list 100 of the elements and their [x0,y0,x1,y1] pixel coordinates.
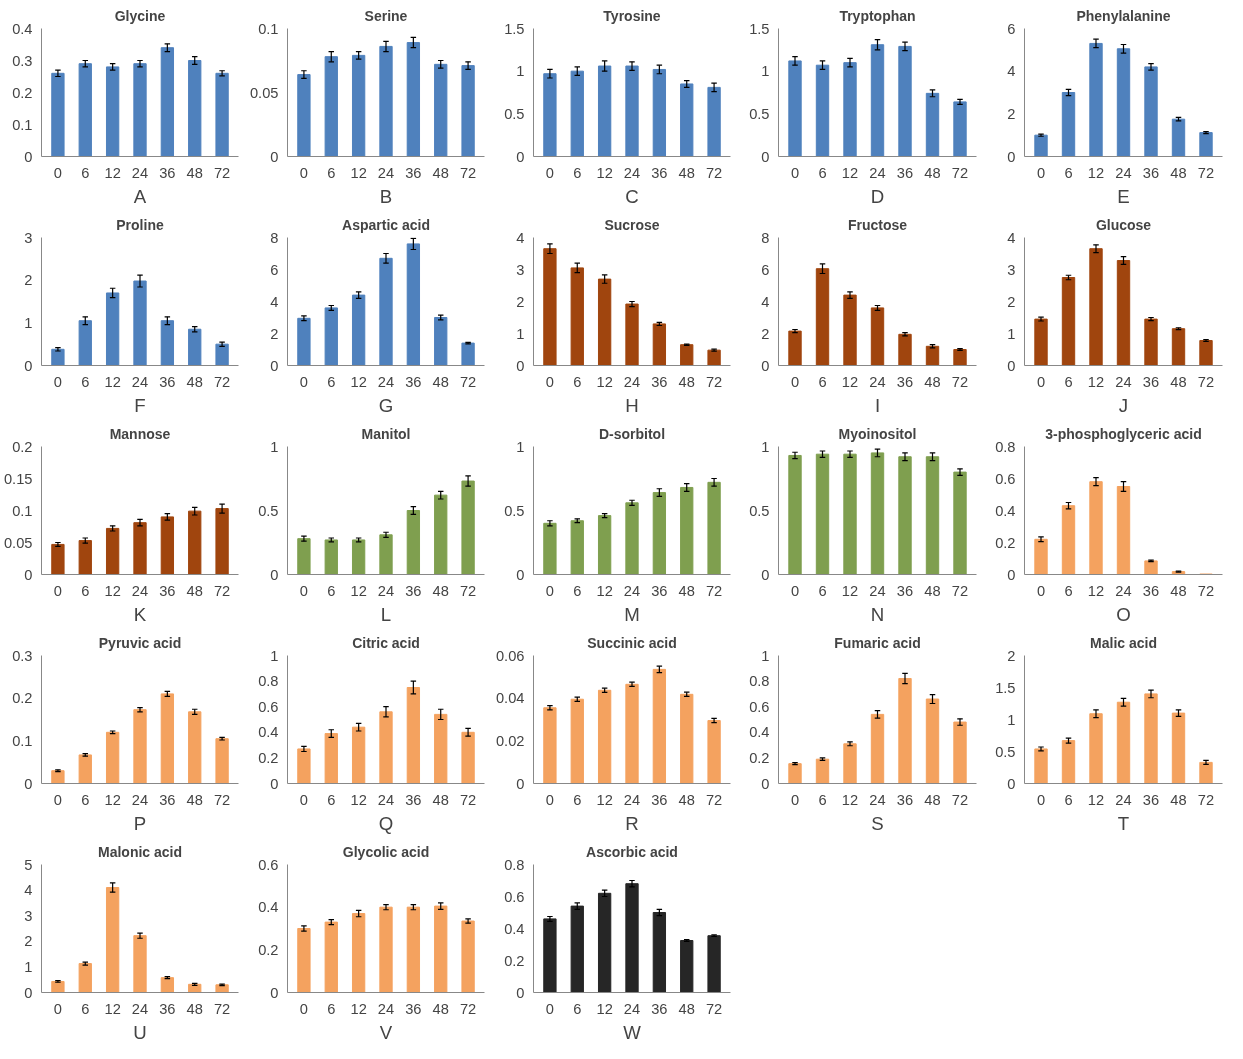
chart-title: Fructose [847,216,908,233]
x-tick-label: 72 [213,164,231,181]
x-tick-label: 24 [1115,582,1132,599]
x-tick-label: 36 [1142,373,1160,390]
y-tick-label: 0.5 [504,105,525,122]
chart-title: Glycine [114,7,166,24]
x-tick-label: 36 [896,582,914,599]
y-tick-label: 2 [761,325,770,342]
x-tick-label: 36 [405,582,422,599]
y-tick-label: 0.6 [258,856,279,873]
y-tick-label: 0 [1007,357,1016,374]
x-tick-label: 72 [459,164,477,181]
y-tick-label: 0 [761,566,770,583]
x-tick-label: 12 [596,373,613,390]
x-tick-label: 48 [1170,164,1187,181]
x-tick-label: 0 [545,164,554,181]
x-tick-label: 0 [545,582,554,599]
y-tick-label: 0.4 [12,20,33,37]
x-tick-label: 48 [186,582,203,599]
y-tick-label: 0.3 [12,52,33,69]
x-tick-label: 48 [678,582,695,599]
x-tick-label: 48 [924,582,941,599]
x-tick-label: 48 [432,791,449,808]
x-tick-label: 48 [1170,582,1187,599]
x-tick-label: 12 [841,373,859,390]
y-tick-label: 0.4 [258,724,279,741]
x-axis-title: N [870,603,885,625]
x-tick-label: 12 [1087,791,1105,808]
x-tick-label: 72 [213,791,231,808]
x-tick-label: 48 [924,164,941,181]
y-tick-label: 1 [1007,711,1016,728]
chart-title: Aspartic acid [342,216,430,233]
x-tick-label: 12 [104,164,121,181]
chart-title: Tyrosine [603,7,661,24]
x-axis-title: S [871,812,884,834]
x-tick-label: 36 [651,791,668,808]
y-tick-label: 0.6 [504,888,525,905]
y-tick-label: 0 [761,357,770,374]
x-tick-label: 48 [1170,373,1187,390]
chart-title: Pyruvic acid [98,634,182,651]
x-tick-label: 36 [159,373,176,390]
y-tick-label: 4 [761,293,770,310]
x-tick-label: 36 [159,1000,176,1017]
y-tick-label: 0 [270,357,279,374]
x-tick-label: 36 [651,373,668,390]
y-tick-label: 1.5 [504,20,525,37]
chart-title: 3-phosphoglyceric acid [1045,425,1202,442]
x-tick-label: 48 [678,1000,695,1017]
chart-title: D-sorbitol [598,425,666,442]
x-tick-label: 24 [377,373,395,390]
x-tick-label: 36 [651,582,668,599]
y-tick-label: 1 [1007,325,1016,342]
y-tick-label: 0.2 [12,690,33,707]
chart-title: Phenylalanine [1076,7,1171,24]
chart-title: Manitol [361,425,411,442]
y-tick-label: 0 [516,775,525,792]
y-tick-label: 1 [24,314,33,331]
x-axis-title: I [874,394,881,416]
y-tick-label: 6 [1007,20,1016,37]
y-tick-label: 0.6 [749,698,770,715]
y-tick-label: 0 [516,357,525,374]
x-tick-label: 6 [81,1000,90,1017]
x-axis-title: O [1116,603,1131,625]
y-tick-label: 3 [24,229,33,246]
x-tick-label: 24 [377,582,395,599]
x-tick-label: 24 [377,1000,395,1017]
x-tick-label: 6 [573,1000,582,1017]
y-tick-label: 0.2 [12,84,33,101]
y-tick-label: 2 [516,293,525,310]
y-tick-label: 0.2 [258,749,279,766]
y-tick-label: 0 [24,566,33,583]
y-tick-label: 0.06 [495,647,525,664]
x-tick-label: 72 [951,791,969,808]
x-tick-label: 72 [705,164,723,181]
chart-title: Fumaric acid [834,634,921,651]
x-axis-title: J [1118,394,1129,416]
x-tick-label: 0 [1036,373,1046,390]
y-tick-label: 0.2 [12,438,33,455]
y-tick-label: 0.5 [504,502,525,519]
y-tick-label: 2 [24,272,33,289]
chart-title: Serine [364,7,408,24]
x-tick-label: 6 [573,164,582,181]
y-tick-label: 1.5 [749,20,770,37]
x-tick-label: 24 [623,791,641,808]
x-tick-label: 72 [1197,373,1215,390]
x-tick-label: 12 [841,791,859,808]
x-tick-label: 72 [1197,582,1215,599]
x-tick-label: 12 [104,1000,121,1017]
x-tick-label: 48 [432,164,449,181]
x-tick-label: 48 [186,1000,203,1017]
x-tick-label: 6 [81,373,90,390]
x-tick-label: 0 [545,373,554,390]
x-tick-label: 0 [790,582,800,599]
y-tick-label: 0.5 [749,105,770,122]
x-tick-label: 36 [405,164,422,181]
x-tick-label: 24 [1115,791,1132,808]
y-tick-label: 0.8 [504,856,525,873]
y-tick-label: 0 [516,566,525,583]
y-tick-label: 8 [761,229,770,246]
x-tick-label: 24 [869,791,886,808]
